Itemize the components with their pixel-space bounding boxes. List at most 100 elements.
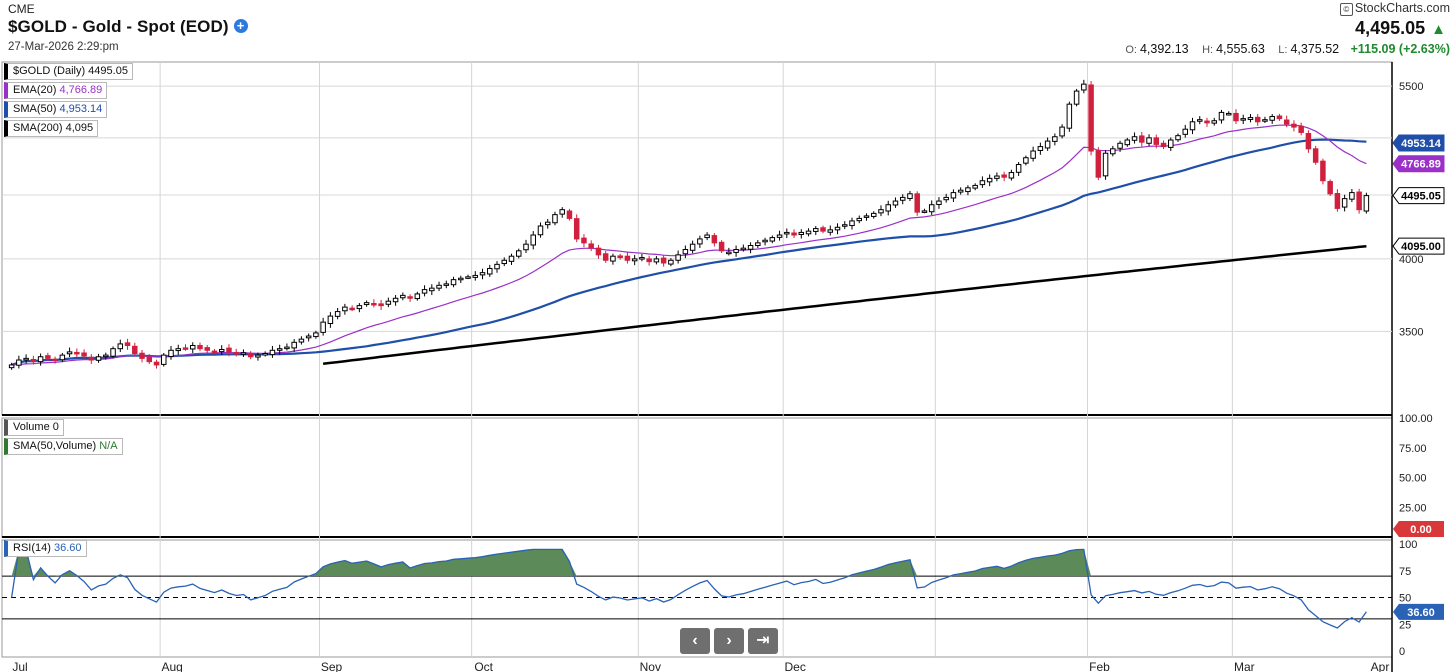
candle-up	[1240, 118, 1246, 121]
last-price: 4,495.05 ▲	[1355, 18, 1446, 39]
candle-up	[487, 267, 493, 275]
candle-down	[718, 241, 725, 252]
candle-down	[602, 253, 609, 261]
x-tick-label: Mar	[1234, 660, 1255, 672]
legend-vol-sma[interactable]: SMA(50,Volume) N/A	[4, 438, 123, 455]
candle-up	[834, 226, 841, 231]
candle-up	[704, 234, 710, 239]
candle-down	[1320, 160, 1326, 182]
price-tick-label: 4000	[1399, 254, 1423, 266]
candle-down	[52, 358, 58, 362]
candle-up	[965, 187, 971, 193]
panel-frame	[1, 417, 1393, 538]
candle-up	[863, 215, 870, 218]
candle-up	[610, 255, 616, 262]
x-tick-label: Oct	[474, 660, 493, 672]
candle-up	[762, 239, 768, 243]
legend-ema20[interactable]: EMA(20) 4,766.89	[4, 82, 108, 99]
rsi-tag-label: 36.60	[1407, 607, 1435, 619]
candle-up	[291, 341, 297, 349]
copyright-icon: ©	[1339, 3, 1353, 16]
candle-up	[110, 348, 116, 357]
legend-sma200[interactable]: SMA(200) 4,095	[4, 120, 99, 137]
rsi-tag-box	[1393, 603, 1444, 620]
chart-datetime: 27-Mar-2026 2:29:pm	[8, 41, 119, 53]
candle-up	[733, 248, 739, 253]
candle-up	[653, 258, 660, 263]
candle-up	[986, 177, 993, 183]
candle-up	[805, 230, 812, 235]
candle-up	[928, 204, 935, 213]
candle-up	[639, 257, 645, 260]
candle-down	[1356, 191, 1362, 211]
volume-tick-label: 50.00	[1399, 473, 1427, 485]
candle-up	[856, 217, 862, 222]
candle-up	[1175, 135, 1181, 141]
candle-up	[363, 302, 370, 306]
volume-tag-box	[1393, 521, 1444, 537]
candle-up	[23, 357, 29, 361]
candle-up	[414, 293, 421, 300]
candle-up	[885, 204, 891, 212]
candle-down	[588, 243, 594, 249]
candle-down	[247, 353, 254, 358]
volume-tick-label: 25.00	[1399, 502, 1427, 514]
candle-up	[8, 364, 15, 369]
price-tick-label: 5500	[1399, 81, 1423, 93]
candle-down	[617, 255, 623, 259]
candle-up	[1081, 83, 1087, 91]
candle-up	[921, 210, 928, 213]
candle-up	[1341, 198, 1348, 208]
low-value: 4,375.52	[1290, 42, 1340, 56]
candle-down	[1276, 115, 1283, 120]
candle-up	[16, 359, 22, 366]
candle-up	[450, 279, 457, 286]
candle-down	[1312, 148, 1319, 163]
candle-up	[262, 353, 268, 356]
candle-down	[1088, 84, 1094, 152]
add-plus-icon[interactable]: +	[233, 19, 248, 33]
candle-up	[1247, 117, 1254, 120]
chevron-left-icon[interactable]: ‹	[680, 628, 710, 654]
candle-up	[907, 193, 913, 200]
skip-end-icon[interactable]: ⇥	[748, 628, 778, 654]
price-tag: 4495.05	[1392, 187, 1445, 205]
candle-up	[682, 248, 689, 255]
candle-down	[124, 342, 131, 346]
candle-up	[1146, 137, 1152, 144]
last-price-value: 4,495.05	[1355, 18, 1426, 38]
chevron-right-icon[interactable]: ›	[714, 628, 744, 654]
volume-tick-label: 75.00	[1399, 443, 1427, 455]
candle-up	[668, 259, 674, 265]
rsi-tick-label: 75	[1399, 566, 1411, 578]
candle-up	[508, 255, 515, 262]
candle-up	[537, 225, 544, 236]
candle-up	[1131, 136, 1138, 141]
candle-up	[465, 276, 471, 279]
candle-down	[914, 193, 920, 213]
legend-sma50[interactable]: SMA(50) 4,953.14	[4, 101, 108, 118]
rsi-line	[10, 548, 1367, 629]
candle-up	[1037, 146, 1044, 151]
candle-down	[204, 347, 210, 351]
legend-volume[interactable]: Volume 0	[4, 419, 64, 436]
candle-up	[1218, 111, 1225, 121]
candle-up	[1059, 126, 1065, 137]
candle-up	[827, 229, 834, 233]
candle-up	[458, 277, 464, 281]
price-tick-label: 3500	[1399, 326, 1423, 338]
legend-rsi[interactable]: RSI(14) 36.60	[4, 540, 87, 557]
ohlc-bar: O: 4,392.13 H: 4,555.63 L: 4,375.52 +115.09…	[1115, 42, 1450, 56]
candle-up	[1124, 139, 1131, 146]
candle-up	[631, 258, 638, 262]
legend-vol-sma-label: SMA(50,Volume)	[13, 440, 97, 452]
legend-price[interactable]: $GOLD (Daily) 4495.05	[4, 63, 133, 80]
candle-down	[711, 235, 718, 244]
candle-down	[88, 356, 95, 361]
candle-down	[197, 344, 203, 350]
change-value: +115.09 (+2.63%)	[1350, 42, 1450, 56]
x-tick-label: Jul	[12, 660, 27, 672]
candle-down	[226, 347, 232, 353]
volume-tag-label: 0.00	[1410, 524, 1431, 536]
price-tag: 4766.89	[1392, 155, 1445, 173]
